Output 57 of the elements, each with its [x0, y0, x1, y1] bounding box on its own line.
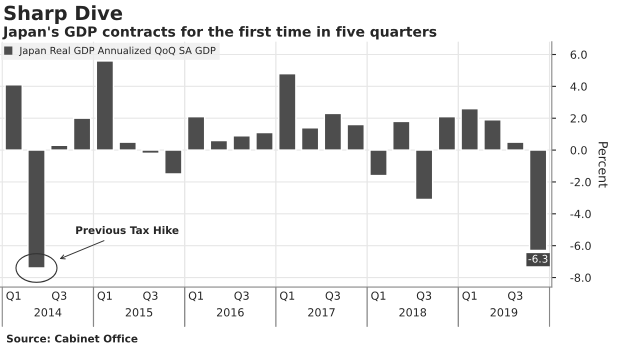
bar [369, 149, 388, 176]
bar [255, 132, 274, 151]
text: 2017 [308, 308, 335, 317]
bar [414, 149, 434, 200]
bar [164, 149, 183, 175]
x-tick-label: Q3 [234, 291, 249, 302]
y-tick-label: -2.0 [570, 178, 591, 186]
x-tick-label: Q3 [326, 291, 340, 302]
source-note: Source: Cabinet Office [6, 334, 138, 342]
legend-label: Japan Real GDP Annualized QoQ SA GDP [18, 46, 216, 56]
bar [96, 60, 114, 151]
bar [141, 149, 160, 154]
y-tick-label: 0.0 [570, 146, 587, 154]
bar [528, 149, 548, 252]
bar [118, 141, 137, 151]
x-tick-label: Q1 [371, 291, 386, 302]
bar [232, 135, 251, 151]
bar [483, 119, 502, 151]
y-tick-label: -8.0 [570, 274, 591, 282]
bar [4, 84, 23, 151]
bar [460, 108, 479, 151]
x-tick-label: Q1 [98, 291, 112, 302]
y-tick-label: 6.0 [570, 50, 587, 59]
x-tick-label: Q1 [6, 291, 21, 302]
y-axis-title: Percent [598, 142, 608, 188]
x-tick-label: Q1 [188, 291, 203, 302]
text: 2014 [34, 308, 62, 317]
bar [72, 118, 92, 151]
bar [506, 141, 525, 151]
x-tick-label: Q3 [508, 291, 522, 302]
x-tick-label: Q3 [416, 291, 432, 302]
x-tick-label: Q3 [52, 291, 66, 302]
chart-title: Sharp Dive [4, 5, 122, 24]
text: 2016 [216, 308, 244, 317]
bar [186, 116, 206, 151]
annotation: Previous Tax Hike [76, 226, 178, 234]
bar [278, 72, 297, 151]
bar [346, 124, 365, 151]
bar [392, 120, 411, 151]
text: 2015 [126, 308, 152, 317]
x-tick-label: Q1 [462, 291, 477, 302]
bar [300, 127, 320, 151]
y-tick-label: -4.0 [570, 210, 591, 218]
x-tick-label: Q3 [143, 291, 158, 302]
chart-subtitle: Japan's GDP contracts for the first time in five quarters [2, 26, 436, 40]
bar [27, 149, 46, 269]
bar [438, 116, 456, 151]
data-label: -6.3 [528, 254, 548, 263]
x-tick-label: Q1 [280, 291, 294, 302]
text: 2018 [399, 308, 426, 317]
bar [324, 112, 342, 151]
y-tick-label: 4.0 [570, 82, 587, 91]
text: 2019 [490, 308, 518, 317]
y-tick-label: 2.0 [570, 114, 587, 123]
y-tick-label: -6.0 [570, 242, 591, 250]
bar [50, 144, 69, 151]
bar [210, 140, 228, 151]
